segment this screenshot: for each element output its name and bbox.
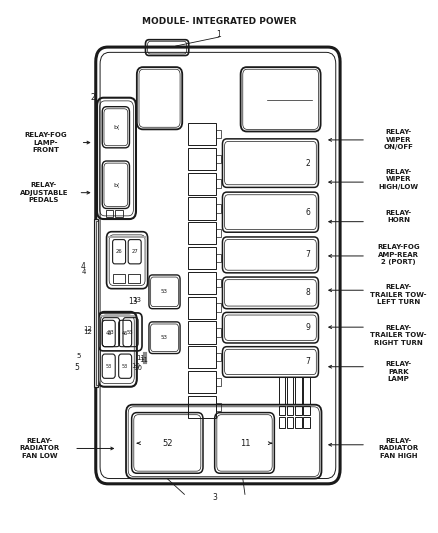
Bar bbox=[216, 155, 221, 163]
Text: 5: 5 bbox=[76, 353, 81, 359]
Bar bbox=[279, 406, 285, 415]
Text: 53: 53 bbox=[122, 364, 128, 369]
Bar bbox=[188, 148, 216, 170]
Text: 7: 7 bbox=[305, 358, 310, 367]
Text: 46: 46 bbox=[122, 331, 128, 336]
Bar bbox=[188, 346, 216, 368]
Bar bbox=[279, 377, 285, 403]
Bar bbox=[287, 417, 293, 429]
Text: 5: 5 bbox=[75, 364, 80, 372]
Text: 53: 53 bbox=[161, 289, 168, 294]
Text: 11: 11 bbox=[240, 439, 250, 448]
Bar bbox=[113, 274, 125, 284]
Text: 7: 7 bbox=[305, 251, 310, 260]
Bar bbox=[304, 377, 310, 403]
Text: RELAY-FOG
AMP-REAR
2 (PORT): RELAY-FOG AMP-REAR 2 (PORT) bbox=[377, 245, 420, 265]
Text: 53: 53 bbox=[108, 330, 114, 335]
Bar bbox=[304, 417, 310, 429]
Text: RELAY-FOG
LAMP-
FRONT: RELAY-FOG LAMP- FRONT bbox=[25, 132, 67, 153]
Bar bbox=[188, 296, 216, 319]
Text: 1: 1 bbox=[217, 30, 221, 39]
Text: 53: 53 bbox=[161, 335, 168, 340]
Bar bbox=[115, 209, 123, 217]
Text: b(: b( bbox=[113, 125, 120, 130]
Bar bbox=[216, 402, 221, 411]
Text: RELAY-
ADJUSTABLE
PEDALS: RELAY- ADJUSTABLE PEDALS bbox=[20, 182, 68, 203]
Text: 4: 4 bbox=[80, 262, 85, 271]
Text: 46: 46 bbox=[106, 331, 112, 336]
Text: RELAY-
WIPER
HIGH/LOW: RELAY- WIPER HIGH/LOW bbox=[378, 169, 419, 190]
Bar bbox=[216, 303, 221, 312]
Bar bbox=[287, 377, 293, 403]
Text: 11: 11 bbox=[137, 356, 146, 361]
Bar bbox=[188, 222, 216, 244]
Text: 53: 53 bbox=[106, 364, 112, 369]
Text: 6: 6 bbox=[305, 208, 310, 217]
Text: RELAY-
HORN: RELAY- HORN bbox=[385, 209, 412, 223]
Bar bbox=[106, 209, 113, 217]
Text: 10: 10 bbox=[131, 362, 141, 369]
Text: RELAY-
RADIATOR
FAN HIGH: RELAY- RADIATOR FAN HIGH bbox=[378, 438, 419, 459]
Text: MODULE- INTEGRATED POWER: MODULE- INTEGRATED POWER bbox=[142, 17, 296, 26]
Text: RELAY-
PARK
LAMP: RELAY- PARK LAMP bbox=[385, 361, 412, 383]
Text: 4: 4 bbox=[82, 269, 86, 275]
Bar bbox=[216, 378, 221, 386]
Text: 8: 8 bbox=[305, 288, 310, 297]
Bar bbox=[188, 197, 216, 220]
Bar bbox=[188, 395, 216, 418]
Text: 53: 53 bbox=[127, 330, 134, 335]
Text: 11: 11 bbox=[139, 357, 148, 363]
Bar bbox=[279, 417, 285, 429]
Text: RELAY-
WIPER
ON/OFF: RELAY- WIPER ON/OFF bbox=[384, 130, 413, 150]
Bar bbox=[304, 406, 310, 415]
Bar bbox=[94, 219, 98, 387]
Bar bbox=[295, 406, 302, 415]
Bar bbox=[216, 229, 221, 238]
Bar bbox=[188, 247, 216, 269]
Text: RELAY-
RADIATOR
FAN LOW: RELAY- RADIATOR FAN LOW bbox=[19, 438, 60, 459]
Bar bbox=[216, 279, 221, 287]
Bar bbox=[295, 417, 302, 429]
Text: b(: b( bbox=[113, 183, 120, 188]
Text: 2: 2 bbox=[90, 93, 95, 102]
Bar bbox=[295, 377, 302, 403]
Text: 27: 27 bbox=[131, 249, 138, 254]
Text: 52: 52 bbox=[163, 439, 173, 448]
Text: 3: 3 bbox=[212, 493, 217, 502]
Bar bbox=[96, 221, 99, 385]
Text: 13: 13 bbox=[129, 297, 138, 306]
Bar bbox=[128, 274, 140, 284]
Text: 26: 26 bbox=[116, 249, 123, 254]
Bar bbox=[216, 254, 221, 262]
Bar bbox=[216, 130, 221, 139]
Text: 2: 2 bbox=[305, 159, 310, 167]
Bar bbox=[188, 173, 216, 195]
Bar bbox=[188, 321, 216, 343]
Text: 13: 13 bbox=[132, 297, 141, 303]
Text: RELAY-
TRAILER TOW-
RIGHT TURN: RELAY- TRAILER TOW- RIGHT TURN bbox=[370, 325, 427, 345]
Text: 10: 10 bbox=[133, 365, 142, 371]
Text: RELAY-
TRAILER TOW-
LEFT TURN: RELAY- TRAILER TOW- LEFT TURN bbox=[370, 285, 427, 305]
Bar bbox=[216, 204, 221, 213]
Text: 12: 12 bbox=[83, 326, 92, 332]
Text: 12: 12 bbox=[83, 329, 92, 335]
Bar bbox=[188, 371, 216, 393]
Text: 9: 9 bbox=[305, 323, 310, 332]
Bar bbox=[216, 328, 221, 337]
Bar bbox=[216, 353, 221, 361]
Bar bbox=[287, 406, 293, 415]
Bar bbox=[216, 180, 221, 188]
Bar bbox=[188, 272, 216, 294]
Bar bbox=[188, 123, 216, 145]
